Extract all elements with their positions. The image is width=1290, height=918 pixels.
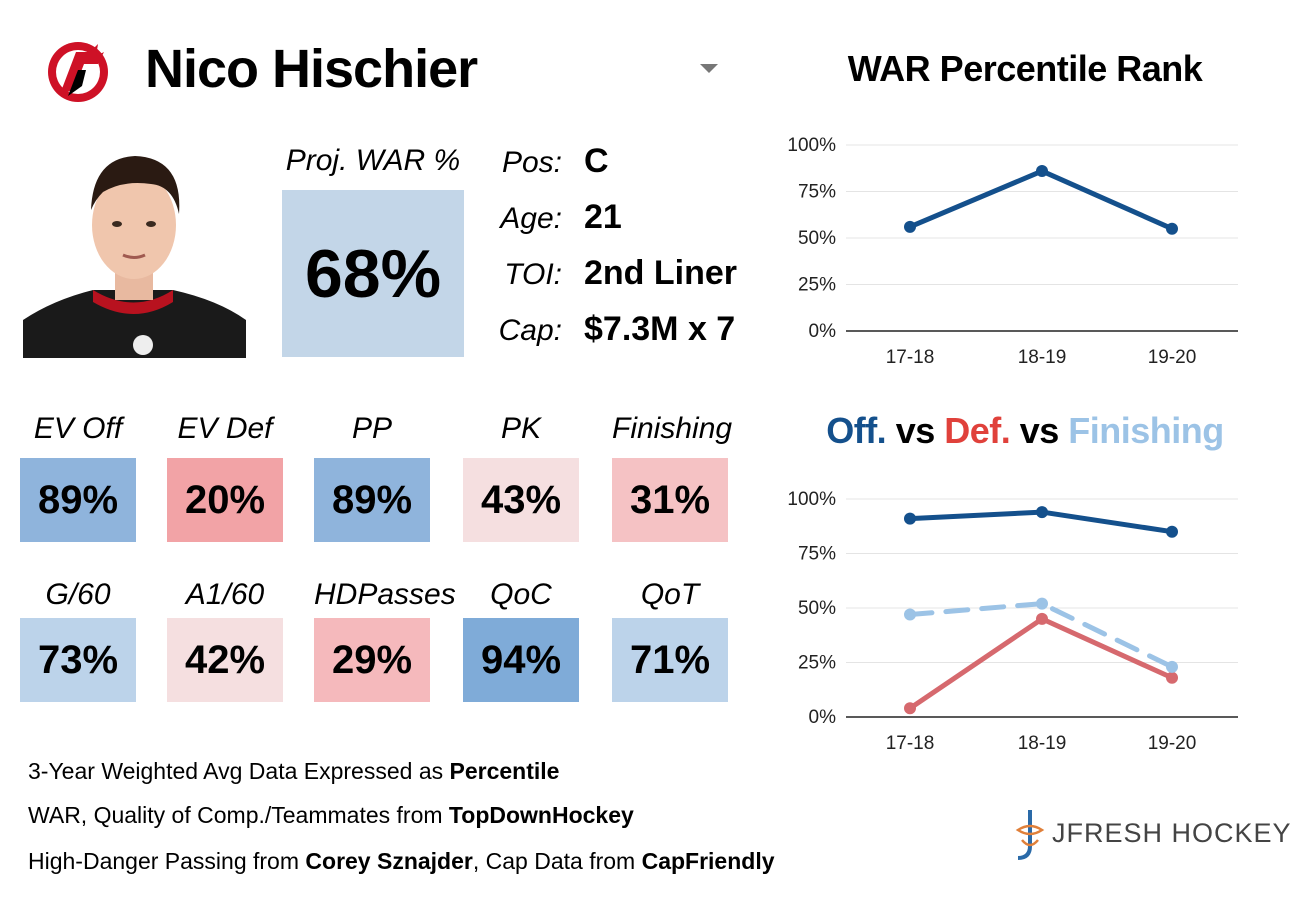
stat-label: PP xyxy=(351,412,393,445)
player-photo xyxy=(23,140,246,358)
war-percentile-chart: 0% 25% 50% 75% 100% 17-18 18-19 19-20 xyxy=(787,135,1238,368)
stat-label: EV Off xyxy=(33,412,123,445)
x-tick-label: 18-19 xyxy=(1018,733,1067,754)
y-tick-label: 75% xyxy=(798,544,836,565)
x-tick-label: 18-19 xyxy=(1018,347,1067,368)
data-point xyxy=(1036,597,1048,610)
data-point xyxy=(904,220,916,233)
age-label: Age: xyxy=(500,202,562,235)
stat-label: A1/60 xyxy=(185,578,265,611)
stat-label: PK xyxy=(500,412,542,445)
data-point xyxy=(1036,165,1048,178)
jfresh-logo-icon xyxy=(1008,806,1268,866)
footnote-1: 3-Year Weighted Avg Data Expressed as Pe… xyxy=(28,758,560,784)
war-chart-title: WAR Percentile Rank xyxy=(847,48,1203,89)
stat-value-tile: 43% xyxy=(463,458,579,542)
stat-value-tile: 89% xyxy=(314,458,430,542)
x-tick-label: 17-18 xyxy=(886,347,935,368)
stat-label: QoT xyxy=(640,578,700,611)
player-name: Nico Hischier xyxy=(145,39,478,99)
chart2-title-off: Off. xyxy=(826,410,887,451)
series-line xyxy=(907,616,1175,711)
y-tick-label: 50% xyxy=(798,598,836,619)
stat-value-tile: 31% xyxy=(612,458,728,542)
brand-text: JFRESH HOCKEY xyxy=(1052,818,1290,848)
chart2-title-vs: vs xyxy=(886,410,945,451)
data-point xyxy=(1036,612,1048,625)
chart2-title: Off. vs Def. vs Finishing xyxy=(800,410,1250,452)
data-point xyxy=(904,512,916,525)
stat-label: EV Def xyxy=(177,412,273,445)
toi-label: TOI: xyxy=(504,258,562,291)
series-line xyxy=(907,168,1175,232)
stat-value-tile: 42% xyxy=(167,618,283,702)
pos-value: C xyxy=(584,142,609,180)
pos-label: Pos: xyxy=(501,146,562,179)
y-tick-label: 0% xyxy=(809,707,837,728)
stat-value-tile: 89% xyxy=(20,458,136,542)
stat-label: HDPasses xyxy=(314,578,456,611)
y-tick-label: 50% xyxy=(798,228,836,249)
data-point xyxy=(1166,660,1178,673)
data-point xyxy=(904,608,916,621)
y-tick-label: 75% xyxy=(798,182,836,203)
y-tick-label: 100% xyxy=(787,135,836,156)
y-tick-label: 25% xyxy=(798,653,836,674)
cap-label: Cap: xyxy=(498,314,562,347)
x-tick-label: 19-20 xyxy=(1148,347,1197,368)
y-tick-label: 0% xyxy=(809,321,837,342)
chevron-down-icon[interactable] xyxy=(700,64,718,73)
stat-value-tile: 71% xyxy=(612,618,728,702)
stat-value-tile: 20% xyxy=(167,458,283,542)
chart2-title-def: Def. xyxy=(944,410,1011,451)
y-tick-label: 100% xyxy=(787,489,836,510)
footnote-2: WAR, Quality of Comp./Teammates from Top… xyxy=(28,802,634,828)
data-point xyxy=(904,702,916,715)
x-tick-label: 19-20 xyxy=(1148,733,1197,754)
stat-label: Finishing xyxy=(612,412,733,445)
data-point xyxy=(1166,525,1178,538)
stat-label: QoC xyxy=(490,578,552,611)
proj-war-value: 68% xyxy=(282,190,464,357)
data-point xyxy=(1036,506,1048,519)
footnote-3: High-Danger Passing from Corey Sznajder,… xyxy=(28,848,775,874)
data-point xyxy=(1166,671,1178,684)
off-def-finishing-chart: 0% 25% 50% 75% 100% 17-18 18-19 19-20 xyxy=(787,489,1238,754)
x-tick-label: 17-18 xyxy=(886,733,935,754)
stat-value-tile: 73% xyxy=(20,618,136,702)
devils-logo-icon xyxy=(38,30,118,110)
toi-value: 2nd Liner xyxy=(584,254,738,292)
stat-value-tile: 94% xyxy=(463,618,579,702)
stat-value-tile: 29% xyxy=(314,618,430,702)
chart2-title-vs: vs xyxy=(1010,410,1069,451)
stat-label: G/60 xyxy=(45,578,111,611)
cap-value: $7.3M x 7 xyxy=(584,310,736,348)
data-point xyxy=(1166,222,1178,235)
proj-war-label: Proj. WAR % xyxy=(285,144,461,177)
age-value: 21 xyxy=(584,198,622,236)
chart2-title-fin: Finishing xyxy=(1068,410,1224,451)
y-tick-label: 25% xyxy=(798,275,836,296)
